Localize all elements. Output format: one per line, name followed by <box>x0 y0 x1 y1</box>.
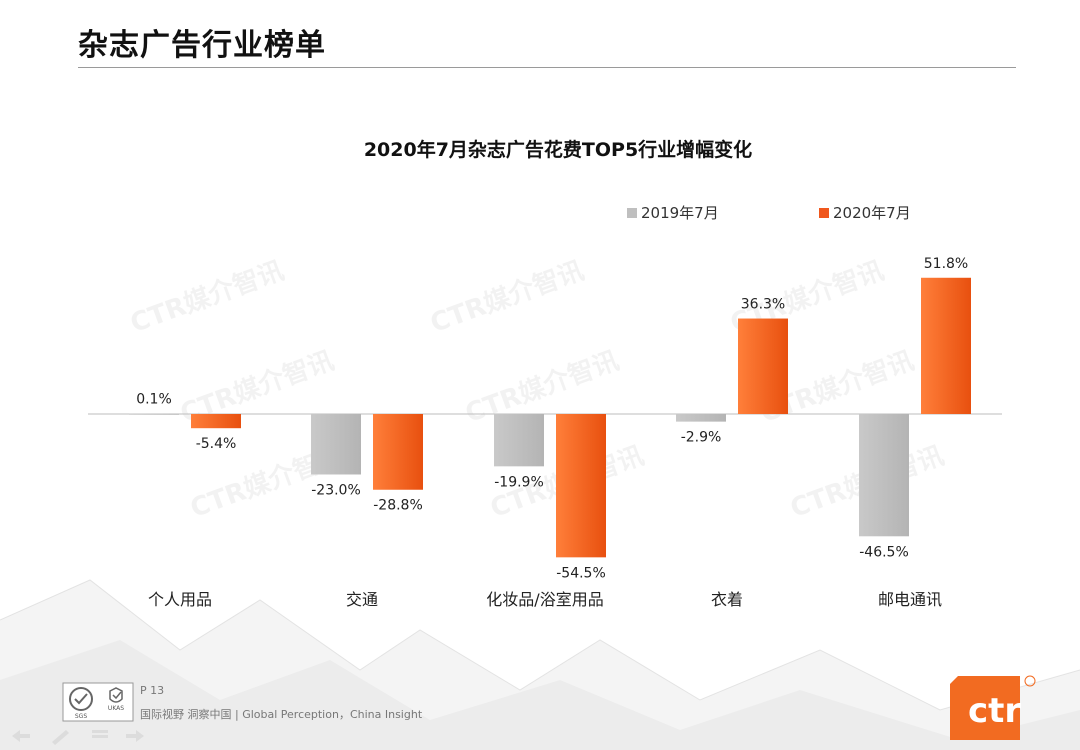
prev-arrow-icon[interactable] <box>12 730 30 742</box>
data-label-2020-1: -28.8% <box>373 498 423 514</box>
menu-icon[interactable] <box>92 730 108 733</box>
category-label-4: 邮电通讯 <box>878 590 942 609</box>
legend-swatch-2019 <box>627 208 637 218</box>
page-number: P 13 <box>140 684 165 697</box>
data-label-2020-0: -5.4% <box>196 436 237 452</box>
cert-ukas-text: UKAS <box>108 705 124 712</box>
data-label-2019-4: -46.5% <box>859 544 909 560</box>
data-label-2019-2: -19.9% <box>494 474 544 490</box>
data-label-2019-0: 0.1% <box>136 392 172 408</box>
data-label-2020-3: 36.3% <box>741 297 785 313</box>
bar-2019-3 <box>676 414 726 422</box>
legend-swatch-2020 <box>819 208 829 218</box>
bar-2019-2 <box>494 414 544 467</box>
slide-nav-controls[interactable] <box>8 726 148 746</box>
bar-2020-4 <box>921 277 971 414</box>
data-label-2019-3: -2.9% <box>681 430 722 446</box>
category-label-1: 交通 <box>346 590 378 609</box>
pen-icon[interactable] <box>52 730 69 745</box>
cert-sgs-text: SGS <box>75 713 87 720</box>
ctr-logo: ctr <box>950 675 1036 740</box>
data-label-2020-4: 51.8% <box>924 256 968 272</box>
bar-2020-0 <box>191 414 241 429</box>
watermark-text-0: CTR媒介智讯 <box>127 256 288 339</box>
bar-2020-1 <box>373 414 423 490</box>
category-label-3: 衣着 <box>711 590 743 609</box>
bar-2019-1 <box>311 414 361 475</box>
ctr-logo-text: ctr <box>968 691 1021 731</box>
data-label-2019-1: -23.0% <box>311 482 361 498</box>
background-decoration <box>0 579 1080 750</box>
bar-2020-3 <box>738 318 788 414</box>
registered-icon <box>1024 675 1036 687</box>
watermark-text-1: CTR媒介智讯 <box>427 256 588 339</box>
footer-tagline: 国际视野 洞察中国 | Global Perception，China Insi… <box>140 708 423 721</box>
category-label-2: 化妆品/浴室用品 <box>486 590 603 609</box>
legend-label-2020: 2020年7月 <box>833 204 911 222</box>
title-divider <box>78 67 1016 68</box>
bar-2019-0 <box>129 413 179 415</box>
data-label-2020-2: -54.5% <box>556 565 606 581</box>
bar-2019-4 <box>859 414 909 537</box>
chart-legend: 2019年7月 2020年7月 <box>627 204 911 222</box>
bar-2020-2 <box>556 414 606 558</box>
next-arrow-icon[interactable] <box>126 730 144 742</box>
certification-logos: SGS UKAS <box>62 682 134 722</box>
category-label-0: 个人用品 <box>148 590 212 609</box>
chart-title: 2020年7月杂志广告花费TOP5行业增幅变化 <box>364 138 752 161</box>
legend-label-2019: 2019年7月 <box>641 204 719 222</box>
slide-title: 杂志广告行业榜单 <box>78 28 326 63</box>
